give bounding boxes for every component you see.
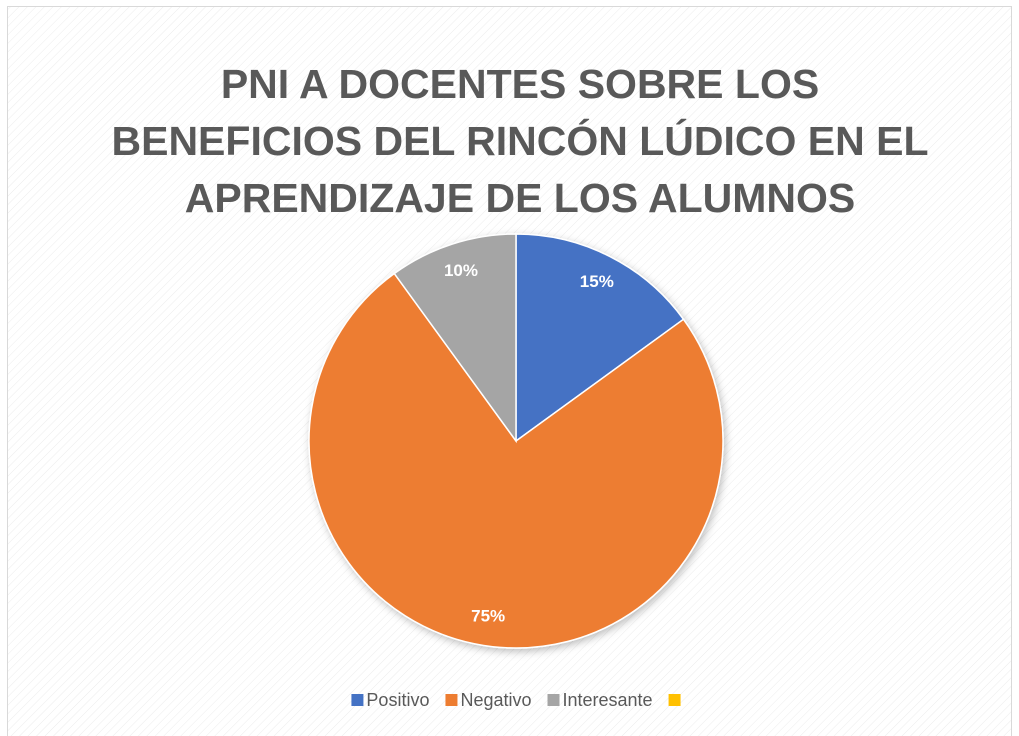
legend-swatch — [351, 694, 364, 706]
data-label: 10% — [444, 261, 478, 280]
legend-item: Negativo — [445, 690, 532, 710]
legend-label: Negativo — [460, 690, 531, 710]
legend-item — [668, 694, 681, 706]
pie-slice — [308, 272, 724, 649]
pie-slice — [515, 233, 685, 443]
data-label: 15% — [580, 272, 614, 291]
legend-item: Interesante — [547, 690, 653, 710]
legend-swatch — [547, 694, 560, 706]
legend-label: Interesante — [563, 690, 653, 710]
legend-swatch — [668, 694, 681, 706]
pie — [308, 233, 724, 649]
data-label: 75% — [471, 606, 505, 625]
legend-label: Positivo — [366, 690, 429, 710]
legend-swatch — [445, 694, 458, 706]
pie-slice — [393, 233, 517, 444]
legend-item: Positivo — [351, 690, 429, 710]
chart-title: PNI A DOCENTES SOBRE LOS BENEFICIOS DEL … — [111, 61, 929, 221]
